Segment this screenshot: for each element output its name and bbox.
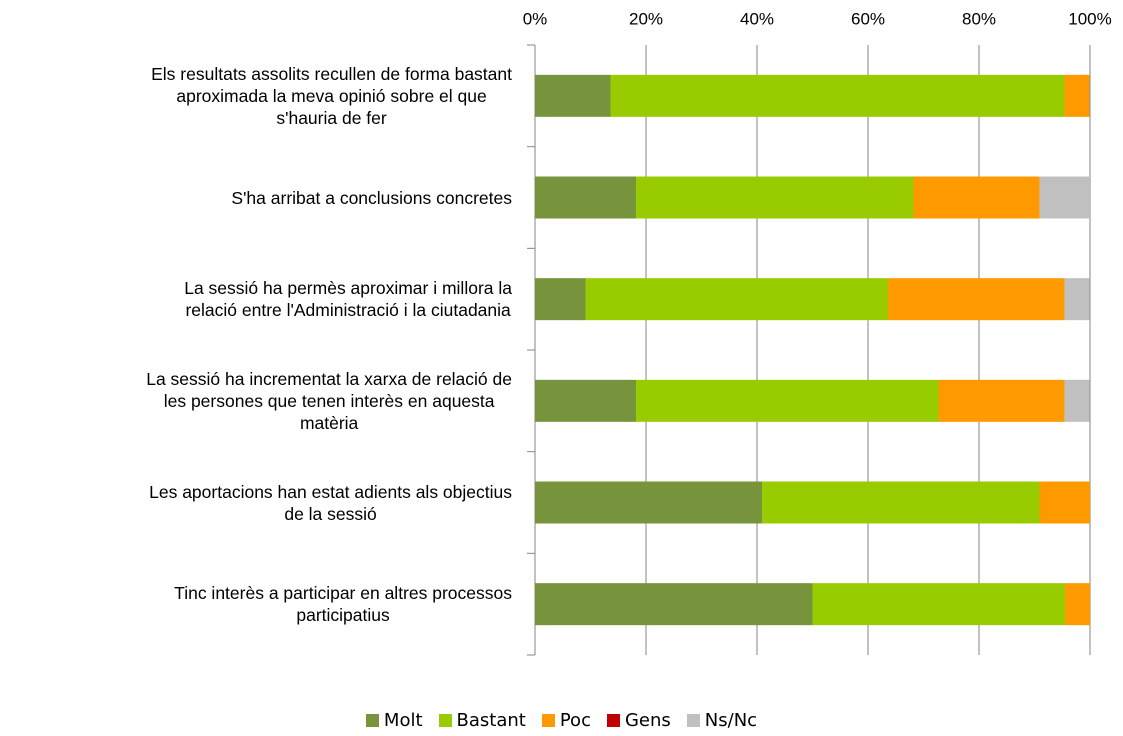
category-text: Tinc interès a participar en altres proc…: [174, 583, 512, 626]
legend-label: Gens: [624, 710, 671, 731]
category-label: La sessió ha permès aproximar i millora …: [0, 277, 512, 321]
bar-segment: [1064, 74, 1090, 117]
x-tick-label: 40%: [740, 9, 774, 28]
category-label: Tinc interès a participar en altres proc…: [0, 582, 512, 626]
x-tick-label: 20%: [629, 9, 663, 28]
legend-swatch: [541, 714, 555, 727]
x-tick-label: 80%: [962, 9, 996, 28]
bar-segment: [938, 379, 1065, 422]
bar-segment: [535, 583, 813, 626]
legend-label: Poc: [559, 710, 591, 731]
category-label: Els resultats assolits recullen de forma…: [0, 63, 512, 129]
bar-segment: [535, 278, 586, 321]
bar-segment: [913, 176, 1040, 219]
category-label: La sessió ha incrementat la xarxa de rel…: [0, 368, 512, 434]
legend-item: Poc: [541, 710, 591, 731]
x-tick-label: 60%: [851, 9, 885, 28]
category-label: Les aportacions han estat adients als ob…: [0, 481, 512, 525]
bar-segment: [1064, 379, 1090, 422]
bar-segment: [812, 583, 1066, 626]
category-text: La sessió ha permès aproximar i millora …: [184, 278, 512, 321]
bar-segment: [636, 176, 914, 219]
legend-label: Ns/Nc: [704, 710, 758, 731]
category-label: S'ha arribat a conclusions concretes: [0, 187, 512, 209]
x-tick-label: 100%: [1068, 9, 1111, 28]
bar-segment: [535, 481, 762, 524]
bar-segment: [761, 481, 1040, 524]
category-text: Els resultats assolits recullen de forma…: [151, 63, 512, 128]
bar-segment: [1039, 481, 1090, 524]
legend-swatch: [686, 714, 700, 727]
bar-segment: [535, 176, 637, 219]
legend-item: Ns/Nc: [686, 710, 758, 731]
bar-segment: [1065, 583, 1090, 626]
legend-swatch: [365, 714, 379, 727]
x-tick-label: 0%: [523, 9, 548, 28]
bar-segment: [887, 278, 1065, 321]
bar-segment: [535, 74, 611, 117]
category-text: La sessió ha incrementat la xarxa de rel…: [146, 368, 512, 433]
bar-segment: [610, 74, 1065, 117]
bar-segment: [1064, 278, 1090, 321]
bar-segment: [585, 278, 888, 321]
bar-segment: [1039, 176, 1090, 219]
legend-swatch: [606, 714, 620, 727]
legend-label: Molt: [383, 710, 423, 731]
legend-item: Bastant: [438, 710, 526, 731]
bar-segment: [636, 379, 939, 422]
legend-item: Gens: [606, 710, 671, 731]
legend-label: Bastant: [456, 710, 526, 731]
category-text: S'ha arribat a conclusions concretes: [231, 187, 512, 208]
legend-swatch: [438, 714, 452, 727]
category-text: Les aportacions han estat adients als ob…: [149, 481, 512, 524]
legend: Molt Bastant Poc Gens Ns/Nc: [0, 710, 1123, 731]
bar-segment: [535, 379, 637, 422]
legend-item: Molt: [365, 710, 423, 731]
